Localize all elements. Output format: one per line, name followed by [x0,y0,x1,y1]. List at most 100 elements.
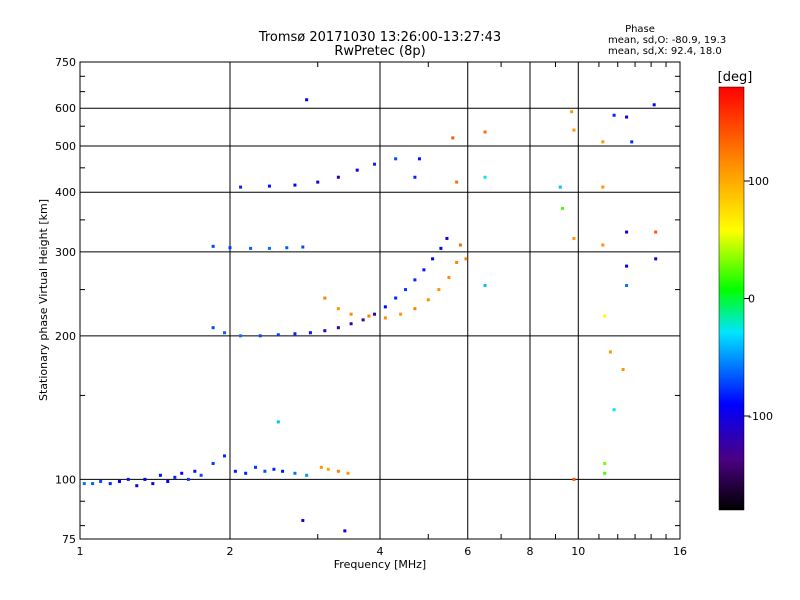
data-point [439,246,443,250]
data-point [135,484,139,488]
data-point [239,334,243,338]
phase-stat-o: mean, sd,O: -80.9, 19.3 [608,35,726,46]
data-point [625,230,629,234]
data-point [276,333,280,337]
y-tick-label: 200 [55,330,76,343]
data-point [267,184,271,188]
data-point [572,236,576,240]
x-tick-label: 10 [571,545,585,558]
data-point [603,314,607,318]
data-point [601,243,605,247]
y-tick-label: 600 [55,102,76,115]
data-point [223,331,227,335]
data-point [239,185,243,189]
colorbar-label: [deg] [718,70,753,85]
data-point [630,140,634,144]
data-point [293,471,297,475]
data-point [445,236,449,240]
phase-heading: Phase [625,24,655,35]
chart-title: Tromsø 20171030 13:26:00-13:27:43 [258,30,501,45]
x-tick-label: 6 [464,545,471,558]
y-tick-label: 500 [55,140,76,153]
data-point [373,312,377,316]
data-point [186,477,190,481]
data-point [151,482,155,486]
data-point [173,475,177,479]
data-point [431,257,435,261]
data-point [233,469,237,473]
data-point [394,296,398,300]
data-point [281,469,285,473]
x-tick-label: 8 [527,545,534,558]
data-point [285,246,289,250]
data-point [272,467,276,471]
phase-stat-x: mean, sd,X: 92.4, 18.0 [608,46,722,57]
data-point [336,469,340,473]
data-point [193,469,197,473]
data-point [349,312,353,316]
data-point [464,257,468,261]
data-point [263,469,267,473]
data-point [355,168,359,172]
x-tick-label: 1 [77,545,84,558]
data-point [625,283,629,287]
data-point [603,461,607,465]
data-point [228,246,232,250]
data-point [373,162,377,166]
data-point [308,331,312,335]
data-point [267,246,271,250]
x-tick-label: 4 [377,545,384,558]
data-point [211,244,215,248]
data-point [625,264,629,268]
x-tick-label: 16 [673,545,687,558]
data-point [108,482,112,486]
y-tick-label: 300 [55,246,76,259]
data-point [654,257,658,261]
colorbar-tick-label: 0 [748,293,755,306]
y-axis-label: Stationary phase Virtual Height [km] [37,199,50,401]
data-point [301,245,305,249]
data-point [621,367,625,371]
colorbar-tick-label: -100 [748,410,773,423]
data-point [394,157,398,161]
y-axis: 75 100 200 300 400 500 600 750 [55,56,680,546]
data-point [572,128,576,132]
data-point [413,278,417,282]
data-point [326,467,330,471]
data-point [572,477,576,481]
data-point [654,230,658,234]
data-point [383,305,387,309]
data-point [437,288,441,292]
data-point [455,180,459,184]
data-point [143,477,147,481]
data-point [361,318,365,322]
x-tick-label: 2 [227,545,234,558]
data-point [570,110,574,114]
y-tick-label: 400 [55,186,76,199]
data-point [367,314,371,318]
data-point [258,334,262,338]
data-point [319,465,323,469]
data-point [223,454,227,458]
data-point [253,465,257,469]
data-point [383,316,387,320]
data-point [91,482,95,486]
data-point [199,473,203,477]
data-point [180,471,184,475]
data-point [455,260,459,264]
data-point [336,326,340,330]
y-tick-label: 100 [55,473,76,486]
data-point [561,206,565,210]
data-point [483,175,487,179]
data-point [451,136,455,140]
data-point [447,276,451,280]
data-point [403,288,407,292]
data-point [336,307,340,311]
data-point [399,312,403,316]
data-point [603,471,607,475]
data-point [422,268,426,272]
data-point [612,408,616,412]
data-point [166,479,170,483]
y-tick-label: 75 [62,533,76,546]
